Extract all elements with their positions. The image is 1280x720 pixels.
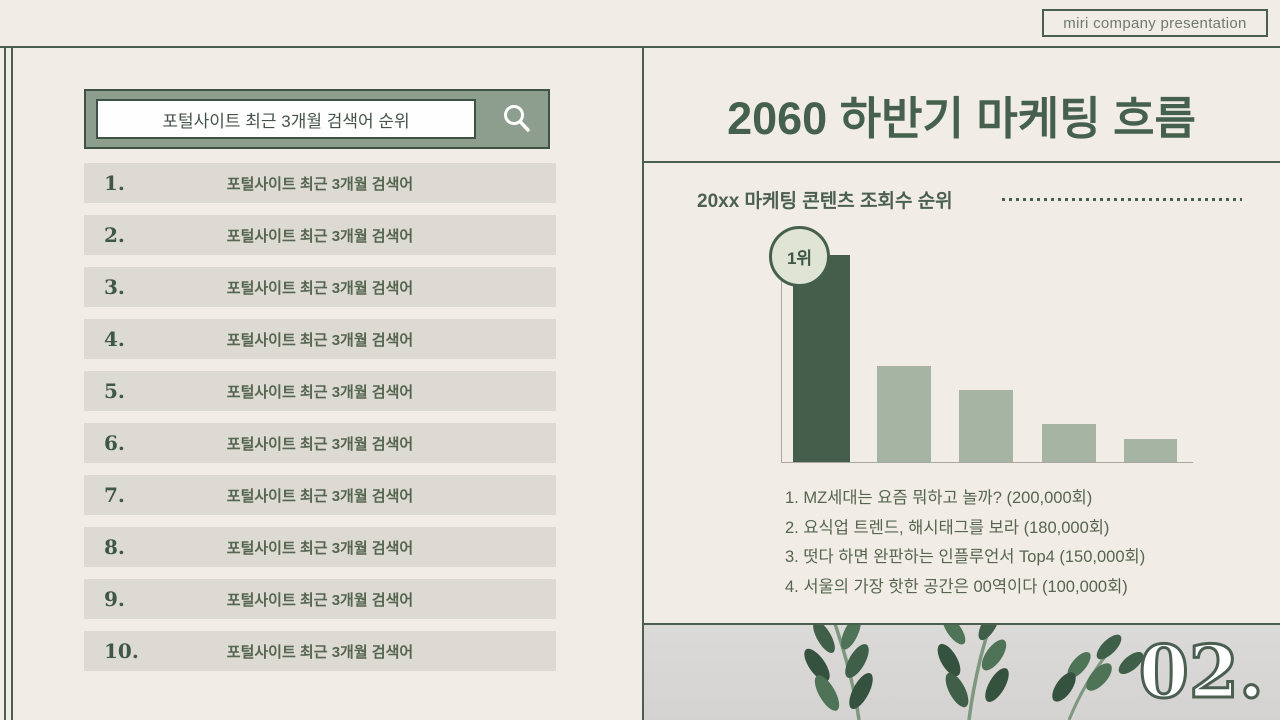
section-number: 02.: [1137, 627, 1265, 715]
rank-label: 포털사이트 최근 3개월 검색어: [226, 487, 414, 505]
title-underline: [643, 161, 1280, 163]
list-item[interactable]: 5. 포털사이트 최근 3개월 검색어: [84, 371, 556, 411]
rank-label: 포털사이트 최근 3개월 검색어: [226, 227, 414, 245]
rank-number: 8.: [104, 535, 125, 559]
page-title: 2060 하반기 마케팅 흐름: [727, 93, 1196, 144]
rank-label: 포털사이트 최근 3개월 검색어: [226, 331, 414, 349]
chart-bar-4위: [1042, 424, 1096, 462]
rank-number: 10.: [104, 639, 139, 663]
plant-illustration: [804, 625, 1144, 720]
rank-number: 6.: [104, 431, 125, 455]
plant-photo: 02.: [644, 625, 1280, 720]
search-bar: [84, 89, 550, 149]
search-input[interactable]: [96, 99, 476, 139]
rank-number: 1.: [104, 171, 125, 195]
chart-bar-5위: [1124, 439, 1177, 462]
rank-label: 포털사이트 최근 3개월 검색어: [226, 175, 414, 193]
rank-number: 9.: [104, 587, 125, 611]
rank-label: 포털사이트 최근 3개월 검색어: [226, 279, 414, 297]
left-border-line-inner: [11, 48, 13, 720]
list-item[interactable]: 10. 포털사이트 최근 3개월 검색어: [84, 631, 556, 671]
search-ranking-list: 1. 포털사이트 최근 3개월 검색어 2. 포털사이트 최근 3개월 검색어 3. 포털…: [84, 163, 556, 671]
photo-top-border: [643, 623, 1280, 625]
chart-annotation-list: 1. MZ세대는 요즘 뭐하고 놀까? (200,000회) 2. 요식업 트렌드…: [785, 484, 1145, 602]
chart-y-axis: [781, 252, 782, 462]
dotted-leader-line: [1002, 198, 1242, 201]
search-icon[interactable]: [500, 102, 534, 136]
list-item[interactable]: 2. 포털사이트 최근 3개월 검색어: [84, 215, 556, 255]
list-item[interactable]: 6. 포털사이트 최근 3개월 검색어: [84, 423, 556, 463]
list-item[interactable]: 8. 포털사이트 최근 3개월 검색어: [84, 527, 556, 567]
company-badge-label: miri company presentation: [1063, 14, 1247, 32]
rank-label: 포털사이트 최근 3개월 검색어: [226, 643, 414, 661]
company-badge: miri company presentation: [1042, 9, 1268, 37]
chart-annotation: 3. 떳다 하면 완판하는 인플루언서 Top4 (150,000회): [785, 548, 1146, 566]
rank-label: 포털사이트 최근 3개월 검색어: [226, 383, 414, 401]
chart-bar-3위: [959, 390, 1013, 462]
chart-annotation: 2. 요식업 트렌드, 해시태그를 보라 (180,000회): [785, 518, 1110, 537]
chart-bar-2위: [877, 366, 931, 462]
rank-number: 2.: [104, 223, 125, 247]
rank-label: 포털사이트 최근 3개월 검색어: [226, 539, 414, 557]
rank-1-badge-label: 1위: [786, 249, 813, 268]
chart-bar-1위: [793, 255, 850, 462]
list-item[interactable]: 4. 포털사이트 최근 3개월 검색어: [84, 319, 556, 359]
rank-1-badge: 1위: [769, 226, 830, 287]
rank-number: 3.: [104, 275, 125, 299]
chart-subtitle: 20xx 마케팅 콘텐츠 조회수 순위: [697, 191, 953, 212]
rank-label: 포털사이트 최근 3개월 검색어: [226, 435, 414, 453]
rank-number: 7.: [104, 483, 125, 507]
rank-number: 5.: [104, 379, 125, 403]
left-border-line-outer: [4, 48, 6, 720]
rank-label: 포털사이트 최근 3개월 검색어: [226, 591, 414, 609]
views-bar-chart: [781, 252, 1193, 463]
list-item[interactable]: 3. 포털사이트 최근 3개월 검색어: [84, 267, 556, 307]
chart-annotation: 4. 서울의 가장 핫한 공간은 00역이다 (100,000회): [785, 577, 1128, 596]
chart-annotation: 1. MZ세대는 요즘 뭐하고 놀까? (200,000회): [785, 489, 1093, 507]
top-border-line: [0, 46, 1280, 48]
list-item[interactable]: 1. 포털사이트 최근 3개월 검색어: [84, 163, 556, 203]
list-item[interactable]: 7. 포털사이트 최근 3개월 검색어: [84, 475, 556, 515]
list-item[interactable]: 9. 포털사이트 최근 3개월 검색어: [84, 579, 556, 619]
chart-x-axis: [781, 462, 1193, 463]
rank-number: 4.: [104, 327, 125, 351]
center-divider-line: [642, 48, 644, 720]
